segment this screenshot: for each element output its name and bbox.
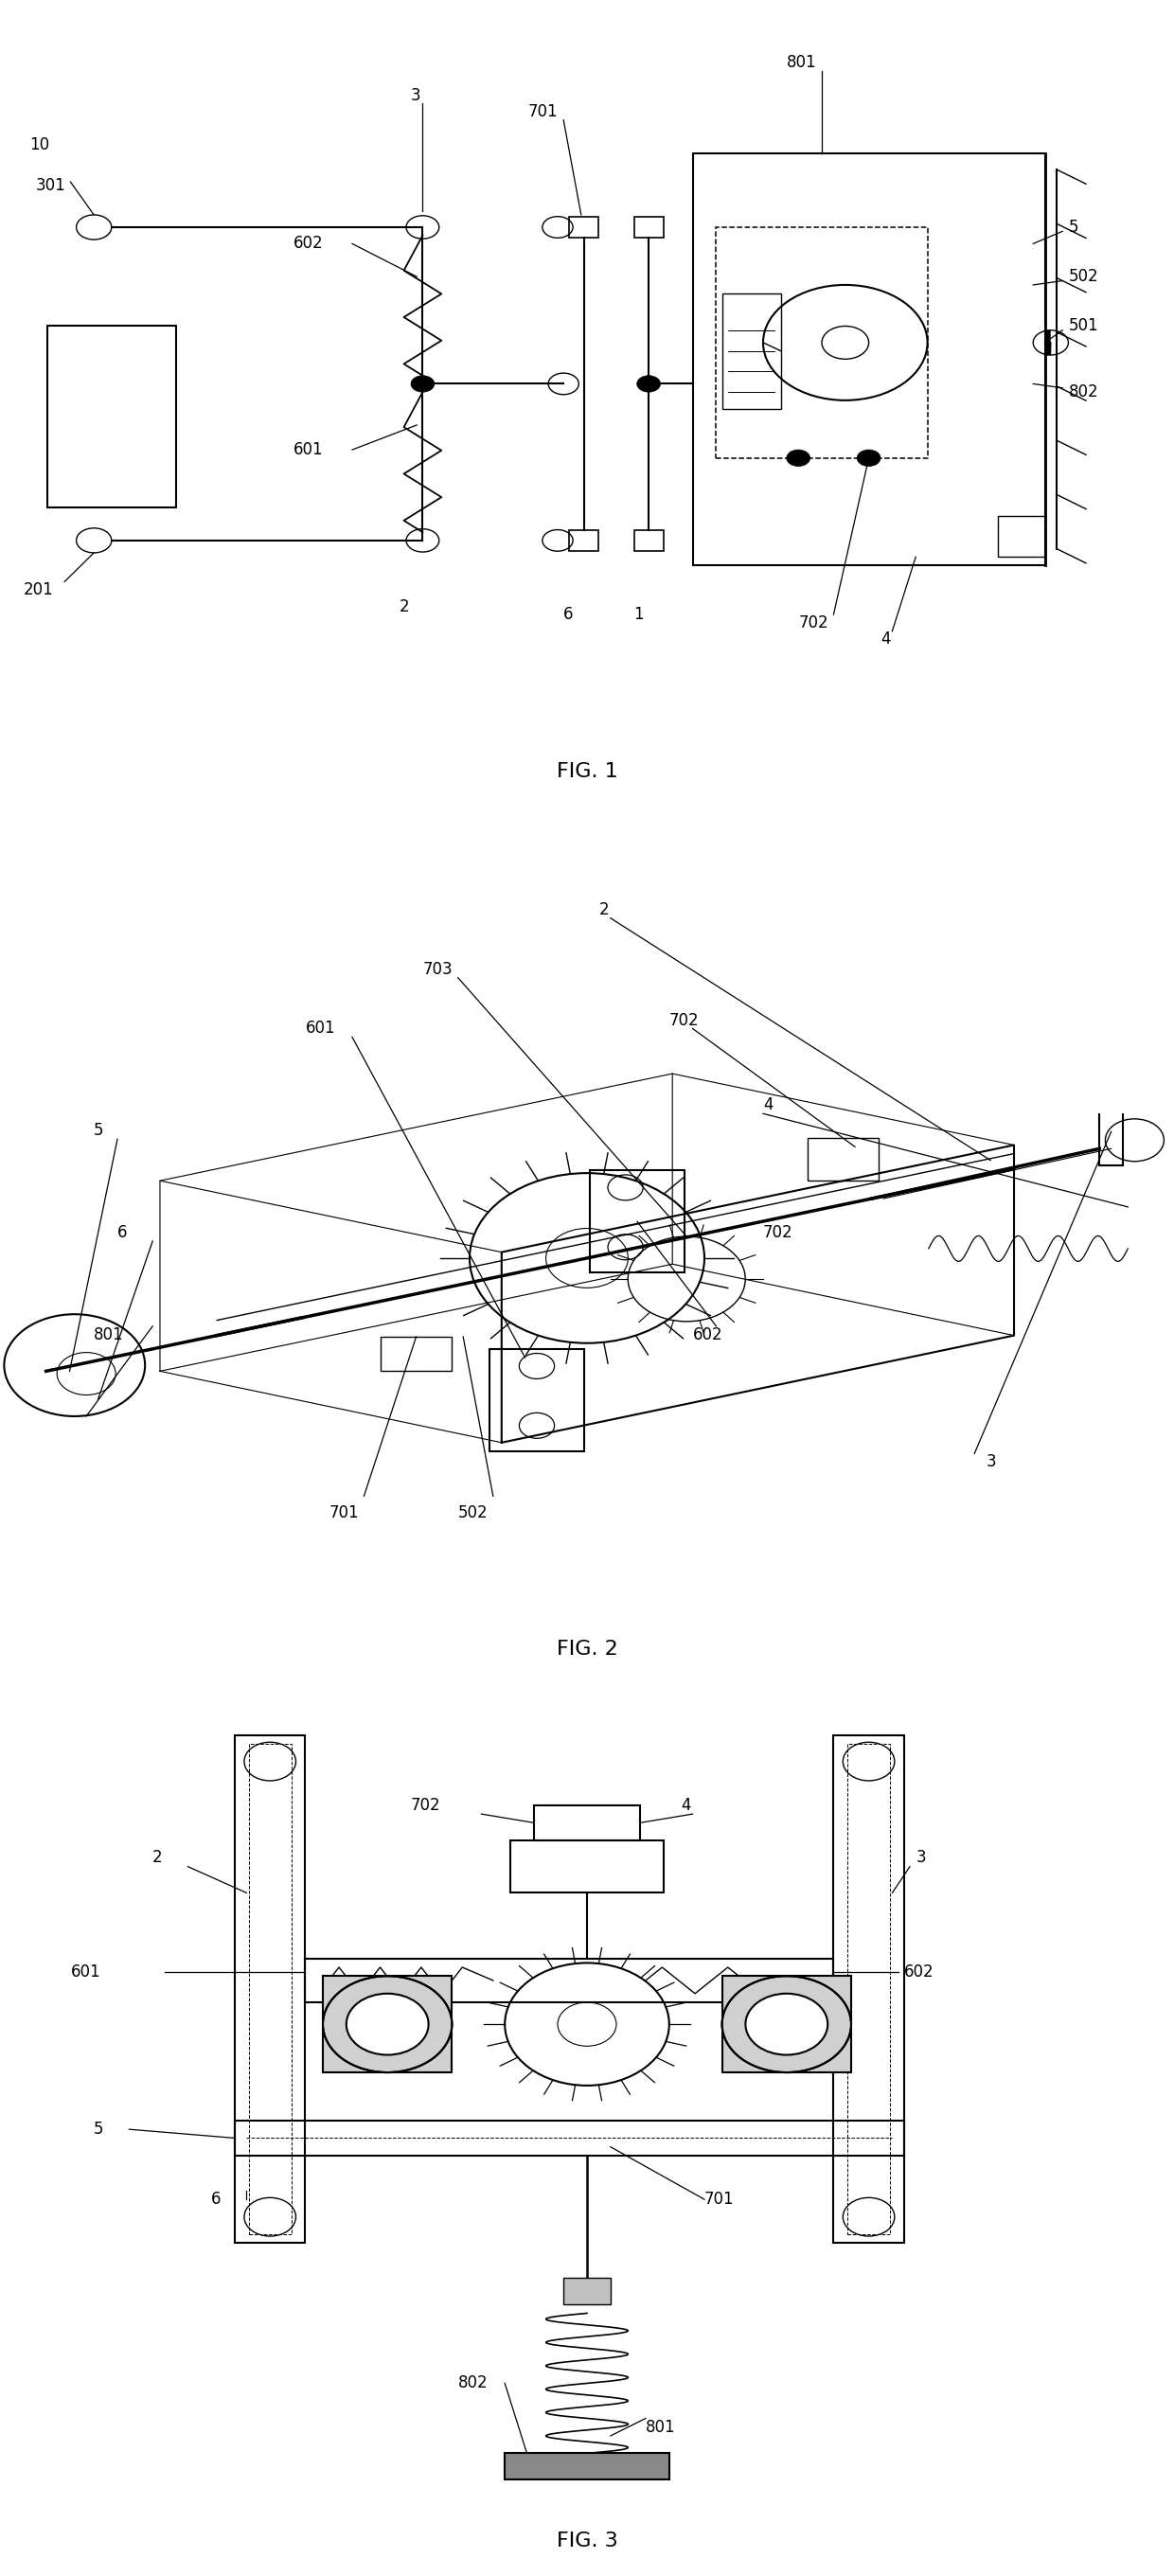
Text: 801: 801 bbox=[787, 54, 817, 72]
Bar bbox=[693, 152, 1045, 564]
Bar bbox=[47, 327, 176, 507]
Text: 4: 4 bbox=[880, 631, 890, 649]
Bar bbox=[511, 1839, 663, 1893]
Text: 701: 701 bbox=[528, 103, 559, 121]
Text: 3: 3 bbox=[986, 1453, 997, 1471]
Text: 5: 5 bbox=[1068, 219, 1078, 237]
Circle shape bbox=[857, 451, 880, 466]
Bar bbox=[722, 294, 781, 410]
Text: 602: 602 bbox=[294, 234, 324, 252]
Text: 501: 501 bbox=[1068, 317, 1099, 335]
Bar bbox=[569, 531, 599, 551]
Bar bbox=[634, 531, 663, 551]
Text: 801: 801 bbox=[646, 2419, 676, 2437]
Bar bbox=[305, 1958, 834, 2002]
Text: 1: 1 bbox=[634, 605, 645, 623]
Text: 2: 2 bbox=[599, 902, 609, 917]
Text: 701: 701 bbox=[329, 1504, 359, 1522]
Text: 301: 301 bbox=[35, 178, 66, 196]
Circle shape bbox=[722, 1976, 851, 2071]
Text: 6: 6 bbox=[117, 1224, 127, 1242]
Bar bbox=[716, 227, 927, 459]
Text: 5: 5 bbox=[94, 2120, 103, 2138]
Text: 502: 502 bbox=[1068, 268, 1099, 286]
Text: 10: 10 bbox=[29, 137, 49, 155]
Text: 2: 2 bbox=[153, 1850, 163, 1868]
Circle shape bbox=[346, 1994, 429, 2056]
Text: 2: 2 bbox=[399, 598, 410, 616]
Text: FIG. 3: FIG. 3 bbox=[556, 2532, 618, 2550]
Text: 502: 502 bbox=[458, 1504, 488, 1522]
Text: 702: 702 bbox=[763, 1224, 794, 1242]
Text: 601: 601 bbox=[70, 1963, 101, 1981]
Text: FIG. 1: FIG. 1 bbox=[556, 762, 618, 781]
Bar bbox=[591, 1170, 684, 1273]
Text: 801: 801 bbox=[94, 1327, 124, 1342]
Bar bbox=[534, 1806, 640, 1839]
Text: 601: 601 bbox=[294, 440, 324, 459]
Bar bbox=[722, 1976, 851, 2071]
Bar bbox=[505, 2452, 669, 2481]
Bar bbox=[490, 1350, 583, 1450]
Bar bbox=[634, 216, 663, 237]
Bar bbox=[235, 2120, 904, 2156]
Circle shape bbox=[636, 376, 660, 392]
Text: 6: 6 bbox=[564, 605, 573, 623]
Circle shape bbox=[745, 1994, 828, 2056]
Circle shape bbox=[411, 376, 434, 392]
Text: 702: 702 bbox=[669, 1012, 700, 1028]
Bar bbox=[323, 1976, 452, 2071]
Text: 802: 802 bbox=[1068, 384, 1099, 402]
Text: 4: 4 bbox=[763, 1097, 772, 1113]
Text: 4: 4 bbox=[681, 1795, 690, 1814]
Text: 702: 702 bbox=[798, 613, 829, 631]
Text: 602: 602 bbox=[693, 1327, 723, 1342]
Text: 702: 702 bbox=[411, 1795, 441, 1814]
Circle shape bbox=[787, 451, 810, 466]
Text: 3: 3 bbox=[916, 1850, 926, 1868]
Text: 3: 3 bbox=[411, 88, 421, 103]
Text: 601: 601 bbox=[305, 1020, 336, 1038]
Bar bbox=[834, 1736, 904, 2244]
Bar bbox=[249, 1744, 291, 2233]
Bar bbox=[808, 1139, 878, 1180]
Text: 602: 602 bbox=[904, 1963, 935, 1981]
Circle shape bbox=[323, 1976, 452, 2071]
Text: 5: 5 bbox=[94, 1123, 103, 1139]
Text: 703: 703 bbox=[423, 961, 453, 979]
Text: 802: 802 bbox=[458, 2375, 488, 2393]
Text: 701: 701 bbox=[704, 2190, 735, 2208]
Text: FIG. 2: FIG. 2 bbox=[556, 1641, 618, 1659]
Bar bbox=[564, 2277, 610, 2306]
Bar bbox=[569, 216, 599, 237]
Bar bbox=[848, 1744, 890, 2233]
Text: 6: 6 bbox=[211, 2190, 221, 2208]
Bar bbox=[235, 1736, 305, 2244]
Bar bbox=[998, 515, 1045, 556]
Bar bbox=[382, 1337, 452, 1370]
Text: 201: 201 bbox=[23, 582, 54, 598]
